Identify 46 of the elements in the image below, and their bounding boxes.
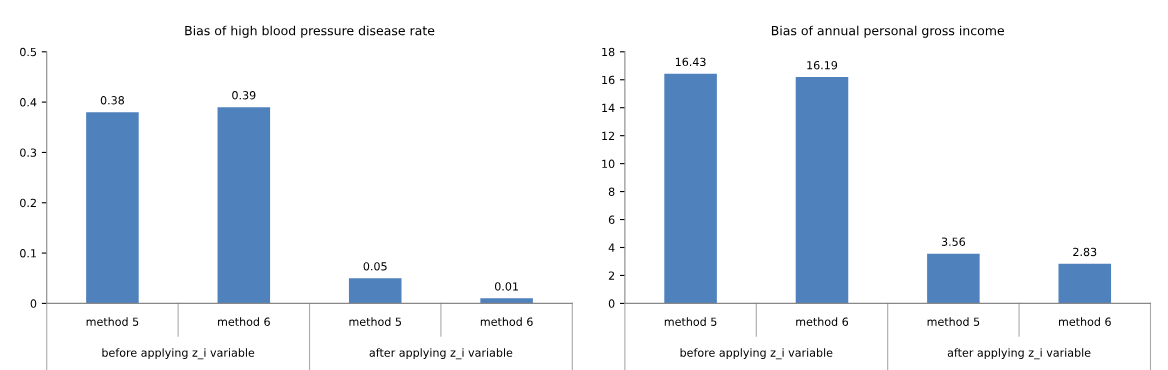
chart-title: Bias of annual personal gross income <box>771 25 1004 38</box>
y-tick-label: 0.3 <box>20 148 37 157</box>
y-tick-label: 0.2 <box>20 198 36 208</box>
text: before applying z_i variable <box>102 348 255 360</box>
y-tick-label: 16 <box>602 75 615 85</box>
data-label: 0.38 <box>100 96 125 105</box>
x-tick-label: method 6 <box>1059 317 1111 326</box>
y-tick-label: 12 <box>602 131 615 140</box>
data-label: 16.43 <box>675 57 706 67</box>
text: before applying z_i variable <box>680 348 833 360</box>
x-tick-label: method 6 <box>480 317 533 326</box>
y-tick-label: 0.4 <box>20 98 37 107</box>
y-tick-label: 0.1 <box>20 249 36 258</box>
data-label: 3.56 <box>941 237 966 246</box>
x-tick-label: method 6 <box>796 317 849 326</box>
chart-title: Bias of high blood pressure disease rate <box>185 25 435 38</box>
y-tick-label: 8 <box>608 187 615 196</box>
bar <box>217 107 271 304</box>
y-tick-label: 14 <box>602 103 615 112</box>
x-tick-label: method 5 <box>86 317 139 326</box>
x-tick-label: method 5 <box>664 317 717 326</box>
y-tick-label: 10 <box>602 159 615 168</box>
y-tick-label: 0 <box>608 299 615 308</box>
x-tick-label: method 6 <box>218 317 270 326</box>
y-tick-label: 2 <box>608 271 615 280</box>
data-label: 2.83 <box>1073 247 1097 257</box>
data-label: 0.01 <box>494 282 518 291</box>
y-tick-label: 18 <box>602 47 615 57</box>
y-tick-label: 6 <box>608 215 615 224</box>
bar <box>927 253 980 304</box>
data-label: 0.05 <box>363 262 387 271</box>
x-tick-label: method 5 <box>927 317 980 326</box>
bar <box>480 298 533 304</box>
y-tick-label: 4 <box>608 243 615 252</box>
bar <box>1058 263 1112 304</box>
y-tick-label: 0.5 <box>20 47 37 57</box>
text: after applying z_i variable <box>947 348 1091 360</box>
data-label: 16.19 <box>807 60 838 70</box>
y-tick-label: 0 <box>30 299 37 308</box>
x-tick-label: method 5 <box>349 317 401 326</box>
bar <box>795 77 849 304</box>
bar <box>664 73 717 304</box>
data-label: 0.39 <box>232 91 256 100</box>
bar <box>86 112 139 304</box>
text: after applying z_i variable <box>369 348 513 360</box>
bar <box>348 278 402 304</box>
